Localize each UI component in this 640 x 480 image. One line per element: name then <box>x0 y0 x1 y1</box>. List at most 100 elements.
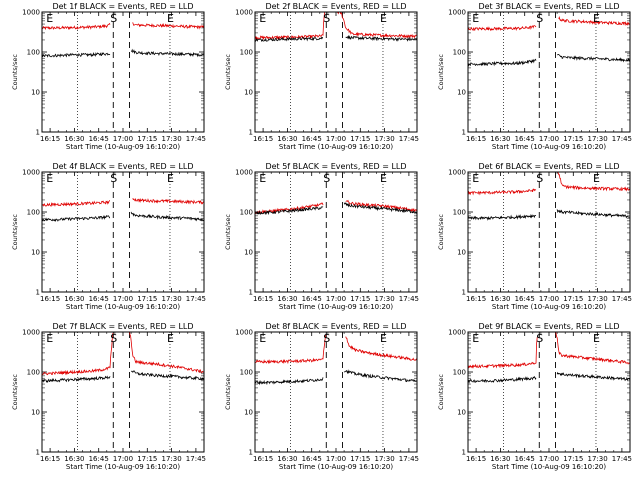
y-tick-label: 10 <box>31 89 40 97</box>
interval-marker-e: E <box>593 332 600 345</box>
x-tick-label: 17:15 <box>137 455 157 463</box>
interval-marker-s: S <box>323 172 330 185</box>
y-tick-label: 10 <box>457 249 466 257</box>
x-tick-label: 17:45 <box>612 135 632 143</box>
x-tick-label: 16:15 <box>466 455 486 463</box>
x-tick-label: 16:45 <box>89 455 109 463</box>
panel-title: Det 2f BLACK = Events, RED = LLD <box>265 2 406 11</box>
x-axis-label: Start Time (10-Aug-09 16:10:20) <box>66 143 180 151</box>
interval-marker-e: E <box>593 12 600 25</box>
interval-marker-s: S <box>536 332 543 345</box>
x-tick-label: 17:15 <box>563 135 583 143</box>
series-events-trace <box>42 211 204 222</box>
x-tick-label: 17:45 <box>612 455 632 463</box>
interval-marker-s: S <box>110 12 117 25</box>
plot-frame <box>467 331 631 453</box>
y-tick-label: 100 <box>27 209 40 217</box>
x-tick-label: 17:30 <box>375 455 395 463</box>
x-axis-label: Start Time (10-Aug-09 16:10:20) <box>279 463 393 471</box>
panel-4: Det 4f BLACK = Events, RED = LLD 16:15 16:… <box>11 162 206 311</box>
y-tick-label: 1 <box>462 129 466 137</box>
plot-frame <box>254 11 418 133</box>
y-tick-label: 1000 <box>235 9 253 17</box>
series-events-segment <box>343 369 417 383</box>
interval-marker-e: E <box>472 332 479 345</box>
series-lld-trace <box>42 332 204 376</box>
y-tick-label: 100 <box>453 49 466 57</box>
panel-2: Det 2f BLACK = Events, RED = LLD 16:15 16:… <box>224 2 419 151</box>
series-lld-trace <box>255 334 417 365</box>
x-axis-label: Start Time (10-Aug-09 16:10:20) <box>492 143 606 151</box>
interval-marker-e: E <box>167 332 174 345</box>
y-tick-label: 100 <box>240 209 253 217</box>
panel-7: Det 7f BLACK = Events, RED = LLD 16:15 16:… <box>11 322 206 471</box>
series-lld-trace <box>42 197 204 207</box>
series-traces <box>255 199 417 216</box>
series-lld-trace <box>255 12 417 41</box>
series-events-segment <box>130 370 204 381</box>
interval-marker-s: S <box>110 172 117 185</box>
x-tick-label: 17:15 <box>350 455 370 463</box>
y-tick-label: 1 <box>249 129 253 137</box>
panel-title: Det 1f BLACK = Events, RED = LLD <box>52 2 193 11</box>
series-lld-segment <box>468 25 537 32</box>
interval-marker-e: E <box>593 172 600 185</box>
x-tick-label: 17:00 <box>113 455 133 463</box>
x-tick-label: 17:15 <box>350 135 370 143</box>
x-tick-label: 17:30 <box>375 295 395 303</box>
y-tick-label: 1000 <box>22 9 40 17</box>
series-lld-segment <box>42 22 111 31</box>
series-events-trace <box>468 209 630 221</box>
series-lld-segment <box>255 334 327 365</box>
x-tick-label: 17:15 <box>137 135 157 143</box>
panel-1: Det 1f BLACK = Events, RED = LLD 16:15 16:… <box>11 2 206 151</box>
x-tick-label: 17:45 <box>399 295 419 303</box>
series-traces <box>468 16 630 67</box>
series-lld-segment <box>557 172 630 192</box>
series-lld-segment <box>255 12 417 41</box>
series-events-trace <box>42 370 204 383</box>
y-tick-label: 10 <box>244 409 253 417</box>
y-axis-label: Counts/sec <box>11 214 19 250</box>
y-axis-label: Counts/sec <box>437 214 445 250</box>
x-tick-label: 16:30 <box>277 135 297 143</box>
series-events-segment <box>255 206 324 216</box>
x-tick-label: 16:45 <box>89 135 109 143</box>
y-tick-label: 100 <box>453 209 466 217</box>
y-tick-label: 1 <box>462 289 466 297</box>
x-axis-label: Start Time (10-Aug-09 16:10:20) <box>492 463 606 471</box>
panel-title: Det 7f BLACK = Events, RED = LLD <box>52 322 193 331</box>
panel-title: Det 6f BLACK = Events, RED = LLD <box>478 162 619 171</box>
series-lld-segment <box>468 337 538 369</box>
x-tick-label: 16:45 <box>515 455 535 463</box>
series-traces <box>42 22 204 58</box>
interval-marker-e: E <box>380 332 387 345</box>
series-events-segment <box>556 209 630 219</box>
series-events-trace <box>42 48 204 58</box>
series-lld-trace <box>42 22 204 31</box>
x-tick-label: 16:15 <box>253 135 273 143</box>
interval-marker-e: E <box>259 332 266 345</box>
panel-5: Det 5f BLACK = Events, RED = LLD 16:15 16:… <box>224 162 419 311</box>
interval-marker-e: E <box>167 172 174 185</box>
y-tick-label: 1000 <box>235 169 253 177</box>
interval-marker-s: S <box>536 172 543 185</box>
x-tick-label: 17:00 <box>113 135 133 143</box>
x-tick-label: 17:00 <box>326 135 346 143</box>
x-tick-label: 16:30 <box>64 135 84 143</box>
y-axis-label: Counts/sec <box>224 214 232 250</box>
series-events-segment <box>42 215 111 222</box>
x-tick-label: 17:00 <box>539 295 559 303</box>
x-tick-label: 17:30 <box>588 295 608 303</box>
x-tick-label: 17:15 <box>563 295 583 303</box>
interval-marker-e: E <box>167 12 174 25</box>
series-traces <box>468 332 630 384</box>
series-events-trace <box>255 202 417 216</box>
x-tick-label: 17:30 <box>375 135 395 143</box>
x-tick-label: 17:45 <box>186 455 206 463</box>
x-tick-label: 17:30 <box>162 455 182 463</box>
series-lld-segment <box>129 332 204 374</box>
x-tick-label: 16:45 <box>302 135 322 143</box>
series-traces <box>468 172 630 221</box>
